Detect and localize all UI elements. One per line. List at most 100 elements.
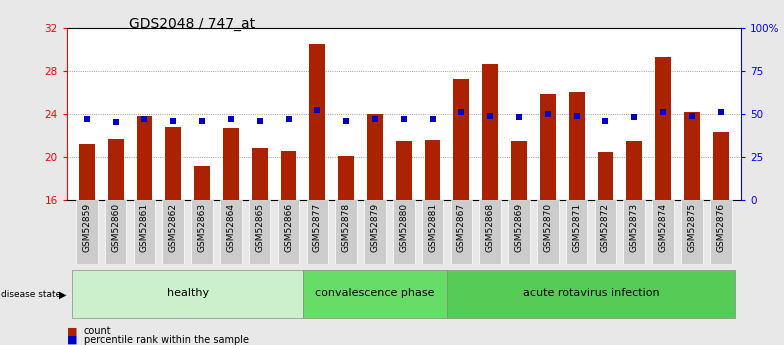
Bar <box>511 141 527 200</box>
Point <box>282 116 295 122</box>
Bar <box>568 92 585 200</box>
Text: GSM52872: GSM52872 <box>601 203 610 252</box>
FancyBboxPatch shape <box>303 270 447 318</box>
Text: GSM52865: GSM52865 <box>255 203 264 253</box>
Point <box>571 113 583 118</box>
FancyBboxPatch shape <box>710 200 731 264</box>
FancyBboxPatch shape <box>537 200 559 264</box>
Bar <box>396 141 412 200</box>
Point <box>109 120 122 125</box>
FancyBboxPatch shape <box>249 200 270 264</box>
Text: GSM52876: GSM52876 <box>717 203 725 253</box>
Bar <box>713 132 728 200</box>
Point <box>224 116 237 122</box>
Bar <box>79 144 95 200</box>
Text: GSM52866: GSM52866 <box>284 203 293 253</box>
Bar <box>194 166 210 200</box>
Point <box>484 113 496 118</box>
FancyBboxPatch shape <box>76 200 98 264</box>
FancyBboxPatch shape <box>162 200 184 264</box>
Point <box>81 116 93 122</box>
Text: GSM52870: GSM52870 <box>543 203 553 253</box>
Text: GSM52873: GSM52873 <box>630 203 639 253</box>
Text: GDS2048 / 747_at: GDS2048 / 747_at <box>129 17 256 31</box>
Text: healthy: healthy <box>166 288 209 298</box>
Point <box>339 118 352 124</box>
Text: ■: ■ <box>67 335 77 345</box>
Text: disease state: disease state <box>1 290 61 299</box>
FancyBboxPatch shape <box>336 200 357 264</box>
Bar <box>655 57 671 200</box>
FancyBboxPatch shape <box>133 200 155 264</box>
FancyBboxPatch shape <box>72 270 303 318</box>
FancyBboxPatch shape <box>191 200 213 264</box>
Bar <box>626 141 642 200</box>
Text: GSM52863: GSM52863 <box>198 203 206 253</box>
Point <box>138 116 151 122</box>
Point <box>456 109 468 115</box>
Text: GSM52859: GSM52859 <box>82 203 91 253</box>
Bar <box>281 150 296 200</box>
FancyBboxPatch shape <box>508 200 530 264</box>
FancyBboxPatch shape <box>479 200 501 264</box>
Bar <box>338 156 354 200</box>
Bar <box>252 148 267 200</box>
Text: GSM52868: GSM52868 <box>486 203 495 253</box>
Point <box>167 118 180 124</box>
Point <box>196 118 209 124</box>
FancyBboxPatch shape <box>681 200 702 264</box>
FancyBboxPatch shape <box>594 200 616 264</box>
Point <box>686 113 699 118</box>
Text: ▶: ▶ <box>59 290 67 300</box>
FancyBboxPatch shape <box>105 200 126 264</box>
Text: GSM52874: GSM52874 <box>659 203 668 252</box>
Text: GSM52867: GSM52867 <box>457 203 466 253</box>
Bar <box>367 114 383 200</box>
FancyBboxPatch shape <box>447 270 735 318</box>
Text: GSM52864: GSM52864 <box>227 203 235 252</box>
Bar <box>482 64 498 200</box>
FancyBboxPatch shape <box>307 200 328 264</box>
Bar <box>453 79 470 200</box>
Bar <box>684 112 700 200</box>
Point <box>513 115 525 120</box>
FancyBboxPatch shape <box>364 200 386 264</box>
FancyBboxPatch shape <box>451 200 472 264</box>
Bar <box>540 95 556 200</box>
Point <box>628 115 641 120</box>
FancyBboxPatch shape <box>220 200 241 264</box>
Point <box>714 109 727 115</box>
Text: GSM52878: GSM52878 <box>342 203 350 253</box>
Text: GSM52871: GSM52871 <box>572 203 581 253</box>
FancyBboxPatch shape <box>566 200 587 264</box>
Text: GSM52881: GSM52881 <box>428 203 437 253</box>
Bar <box>597 151 613 200</box>
Bar <box>136 116 152 200</box>
Point <box>426 116 439 122</box>
Bar <box>223 128 239 200</box>
Bar <box>107 139 124 200</box>
Bar <box>425 140 441 200</box>
FancyBboxPatch shape <box>623 200 645 264</box>
Point <box>599 118 612 124</box>
Text: GSM52877: GSM52877 <box>313 203 321 253</box>
FancyBboxPatch shape <box>278 200 299 264</box>
Bar <box>310 44 325 200</box>
Text: GSM52879: GSM52879 <box>371 203 379 253</box>
Text: GSM52862: GSM52862 <box>169 203 178 252</box>
Text: acute rotavirus infection: acute rotavirus infection <box>523 288 659 298</box>
Text: GSM52875: GSM52875 <box>688 203 696 253</box>
Text: percentile rank within the sample: percentile rank within the sample <box>84 335 249 345</box>
FancyBboxPatch shape <box>393 200 415 264</box>
Text: GSM52860: GSM52860 <box>111 203 120 253</box>
Point <box>657 109 670 115</box>
Text: GSM52880: GSM52880 <box>399 203 408 253</box>
FancyBboxPatch shape <box>652 200 674 264</box>
Point <box>542 111 554 117</box>
Bar <box>165 127 181 200</box>
Text: convalescence phase: convalescence phase <box>315 288 434 298</box>
Text: count: count <box>84 326 111 336</box>
Point <box>397 116 410 122</box>
Text: ■: ■ <box>67 326 77 336</box>
Point <box>253 118 266 124</box>
